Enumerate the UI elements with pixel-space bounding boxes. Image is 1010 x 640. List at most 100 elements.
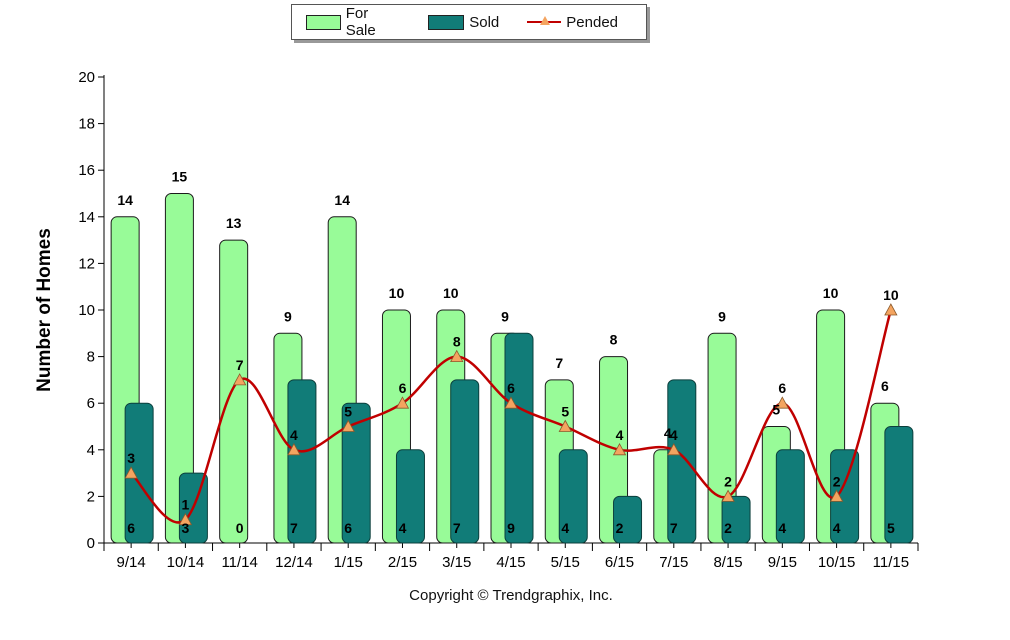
sold-bar (124, 402, 154, 544)
pended-marker (178, 512, 193, 526)
y-tick-label: 14 (78, 209, 95, 226)
sold-bar (613, 495, 643, 544)
pended-line-layer (124, 303, 898, 526)
pended-value-label: 3 (127, 450, 135, 466)
sold-value-label: 6 (344, 520, 352, 536)
legend-label-pended: Pended (566, 13, 618, 31)
x-tick-label: 3/15 (442, 554, 471, 571)
pended-value-label: 5 (561, 404, 569, 420)
pended-marker (884, 303, 898, 316)
sold-bar (884, 426, 914, 544)
pended-marker (232, 373, 247, 386)
x-tick-label: 8/15 (713, 554, 742, 571)
sold-value-label: 4 (561, 520, 569, 536)
sold-value-label: 2 (724, 520, 732, 536)
legend-swatch-pended (527, 15, 562, 29)
y-tick-label: 8 (87, 349, 95, 366)
pended-value-label: 10 (883, 287, 899, 303)
sold-bar (775, 449, 805, 544)
pended-marker (775, 396, 790, 409)
for-sale-value-label: 7 (555, 355, 563, 371)
pended-value-label: 8 (453, 334, 461, 350)
pended-value-label: 2 (833, 473, 841, 489)
sold-bar (558, 449, 588, 544)
y-axis-label: Number of Homes (34, 228, 55, 392)
sold-value-label: 5 (887, 520, 895, 536)
copyright-text: Copyright © Trendgraphix, Inc. (409, 587, 613, 604)
pended-value-label: 6 (778, 380, 786, 396)
pended-value-label: 4 (670, 427, 678, 443)
y-tick-label: 18 (78, 116, 95, 133)
sold-value-label: 4 (399, 520, 407, 536)
y-tick-label: 6 (87, 395, 95, 412)
for-sale-bar (707, 332, 737, 544)
sold-bar (721, 495, 751, 544)
y-tick-label: 10 (78, 302, 95, 319)
x-tick-label: 1/15 (334, 554, 363, 571)
for-sale-value-label: 10 (823, 285, 839, 301)
sold-bar (395, 449, 425, 544)
x-tick-label: 11/15 (873, 554, 909, 571)
x-tick-label: 9/14 (117, 554, 146, 571)
for-sale-value-label: 14 (334, 192, 350, 208)
for-sale-value-label: 4 (664, 425, 672, 441)
chart-bars (110, 193, 914, 544)
for-sale-value-label: 14 (117, 192, 133, 208)
for-sale-value-label: 9 (718, 308, 726, 324)
for-sale-value-label: 10 (443, 285, 459, 301)
pended-value-label: 5 (344, 404, 352, 420)
sold-value-label: 6 (127, 520, 135, 536)
x-tick-label: 6/15 (605, 554, 634, 571)
pended-value-label: 1 (182, 497, 190, 513)
x-tick-label: 5/15 (551, 554, 580, 571)
y-tick-label: 0 (87, 535, 95, 552)
sold-value-label: 7 (670, 520, 678, 536)
sold-bar (287, 379, 317, 544)
legend-label-for-sale: For Sale (345, 5, 376, 39)
pended-marker (450, 349, 464, 363)
for-sale-bar (219, 239, 249, 544)
y-tick-label: 2 (87, 488, 95, 505)
for-sale-value-label: 10 (389, 285, 405, 301)
sold-bar (450, 379, 480, 544)
legend-label-sold: Sold (469, 13, 500, 31)
pended-value-label: 6 (507, 380, 515, 396)
x-tick-label: 10/15 (818, 554, 856, 571)
pended-value-label: 4 (616, 427, 624, 443)
legend-swatch-sold (428, 14, 465, 30)
sold-value-label: 7 (290, 520, 298, 536)
sold-value-label: 7 (453, 520, 461, 536)
for-sale-value-label: 9 (284, 308, 292, 324)
y-tick-label: 16 (78, 162, 95, 179)
legend-swatch-for-sale (306, 14, 341, 30)
sold-value-label: 4 (778, 520, 786, 536)
x-tick-label: 9/15 (768, 554, 797, 571)
for-sale-value-label: 8 (610, 332, 618, 348)
for-sale-value-label: 9 (501, 308, 509, 324)
pended-value-label: 4 (290, 427, 298, 443)
pended-marker (287, 442, 301, 456)
sold-bar (667, 379, 697, 544)
pended-value-label: 7 (236, 357, 244, 373)
y-tick-label: 4 (87, 442, 95, 459)
pended-marker (124, 466, 138, 479)
for-sale-value-label: 13 (226, 215, 242, 231)
pended-marker (341, 419, 355, 432)
pended-value-label: 6 (399, 380, 407, 396)
legend-item-for-sale: For Sale (306, 5, 400, 39)
for-sale-value-label: 5 (772, 402, 780, 418)
x-tick-label: 11/14 (221, 554, 257, 571)
pended-marker (558, 419, 572, 432)
pended-marker (395, 396, 410, 409)
sold-value-label: 2 (616, 520, 624, 536)
pended-marker (612, 442, 627, 456)
x-tick-label: 4/15 (496, 554, 525, 571)
for-sale-value-label: 6 (881, 378, 889, 394)
pended-marker (667, 442, 681, 456)
legend-item-sold: Sold (428, 14, 499, 31)
x-tick-label: 7/15 (659, 554, 688, 571)
x-tick-label: 10/14 (167, 554, 205, 571)
